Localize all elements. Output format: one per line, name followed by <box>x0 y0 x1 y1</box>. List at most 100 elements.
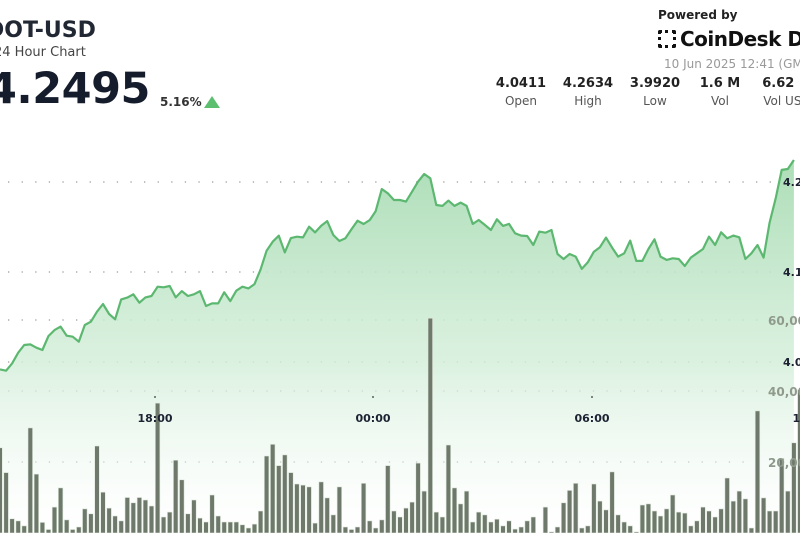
stat-label: Low <box>643 94 667 108</box>
stat-label: High <box>574 94 602 108</box>
volume-bar <box>294 483 300 533</box>
volume-bar <box>682 512 688 533</box>
volume-bar <box>706 510 712 533</box>
volume-bar <box>451 487 458 533</box>
volume-bar <box>64 519 70 533</box>
volume-bar <box>3 472 9 533</box>
price-change-percent: 5.16% <box>160 95 202 109</box>
volume-bar <box>82 508 88 533</box>
volume-bar <box>179 479 185 533</box>
timestamp: 10 Jun 2025 12:41 (GMT) <box>664 57 800 71</box>
volume-bar <box>367 520 373 533</box>
volume-bar <box>148 505 155 533</box>
price-tick-label: 4.10 <box>783 266 800 279</box>
stat-vol-usd: 6.62 M Vol USD <box>752 76 800 108</box>
volume-bar <box>257 510 264 533</box>
volume-bar <box>221 521 227 533</box>
volume-bar <box>482 514 488 533</box>
volume-bar <box>754 410 761 533</box>
volume-bar <box>457 503 464 533</box>
volume-bar <box>130 502 136 533</box>
volume-bar <box>9 518 15 533</box>
volume-bar <box>227 521 233 533</box>
volume-bar <box>488 521 494 533</box>
volume-bar <box>470 521 476 533</box>
volume-bar <box>597 500 603 533</box>
volume-bar <box>645 503 651 533</box>
volume-bar <box>748 527 754 533</box>
x-axis-ticks: 18:00 00:00 06:00 12:00 <box>137 396 800 425</box>
volume-bar <box>15 520 21 533</box>
volume-bar <box>724 477 730 533</box>
volume-bar <box>306 486 312 533</box>
volume-bar <box>627 525 633 533</box>
volume-axis-ticks: 60,000 40,000 20,000 <box>768 314 800 470</box>
volume-bar <box>88 513 94 533</box>
volume-bar <box>360 482 367 533</box>
volume-bar <box>0 447 3 533</box>
volume-bar <box>591 483 597 533</box>
stat-value: 4.0411 <box>495 76 547 91</box>
x-tick-mark <box>591 396 593 398</box>
volume-bar <box>27 427 33 533</box>
volume-bar <box>276 465 282 533</box>
volume-bar <box>676 511 682 533</box>
stat-value: 3.9920 <box>629 76 681 91</box>
stat-vol: 1.6 M Vol <box>685 76 755 108</box>
volume-bar <box>354 526 361 533</box>
volume-bar <box>288 472 294 533</box>
x-tick-mark <box>372 396 374 398</box>
volume-bars <box>0 317 800 533</box>
volume-bar <box>463 490 470 533</box>
price-tick-label: 4.00 <box>783 356 800 369</box>
volume-bar <box>554 526 561 533</box>
volume-bar <box>391 510 397 533</box>
volume-tick-label: 40,000 <box>768 385 800 399</box>
volume-bar <box>766 510 773 533</box>
volume-bar <box>239 524 246 533</box>
volume-bar <box>342 526 349 533</box>
volume-bar <box>209 494 215 533</box>
volume-bar <box>191 499 197 533</box>
volume-bar <box>433 511 439 533</box>
symbol-title: DOT-USD <box>0 18 96 43</box>
volume-bar <box>542 506 548 533</box>
stat-value: 1.6 M <box>699 76 741 91</box>
x-tick-label: 18:00 <box>137 412 172 425</box>
volume-bar <box>167 511 173 533</box>
volume-bar <box>573 482 579 533</box>
stat-value: 6.62 M <box>762 76 800 91</box>
volume-bar <box>233 521 239 533</box>
price-axis-ticks: 4.20 4.10 4.00 <box>783 176 800 369</box>
volume-bar <box>94 445 100 533</box>
volume-bar <box>603 509 609 533</box>
volume-bar <box>621 521 627 533</box>
x-tick-label: 12:00 <box>792 412 800 425</box>
volume-bar <box>118 520 124 533</box>
volume-bar <box>245 527 252 533</box>
volume-bar <box>445 444 452 533</box>
volume-bar <box>282 454 288 533</box>
volume-bar <box>476 511 482 533</box>
volume-bar <box>736 490 742 533</box>
volume-bar <box>155 402 161 533</box>
volume-bar <box>336 486 343 533</box>
volume-bar <box>773 510 779 533</box>
volume-bar <box>100 491 106 533</box>
volume-bar <box>251 523 258 533</box>
volume-bar <box>161 516 167 533</box>
volume-bar <box>124 497 130 533</box>
volume-bar <box>373 527 379 533</box>
volume-bar <box>657 515 664 533</box>
volume-bar <box>518 526 524 533</box>
volume-bar <box>579 527 585 533</box>
current-price: 4.2495 <box>0 64 150 114</box>
stat-open: 4.0411 Open <box>486 76 556 108</box>
volume-bar <box>173 459 179 533</box>
coindesk-logo-icon <box>658 30 676 48</box>
x-tick-label: 06:00 <box>574 412 609 425</box>
volume-bar <box>712 516 718 533</box>
volume-bar <box>651 510 658 533</box>
volume-bar <box>51 506 58 533</box>
volume-bar <box>136 497 143 533</box>
